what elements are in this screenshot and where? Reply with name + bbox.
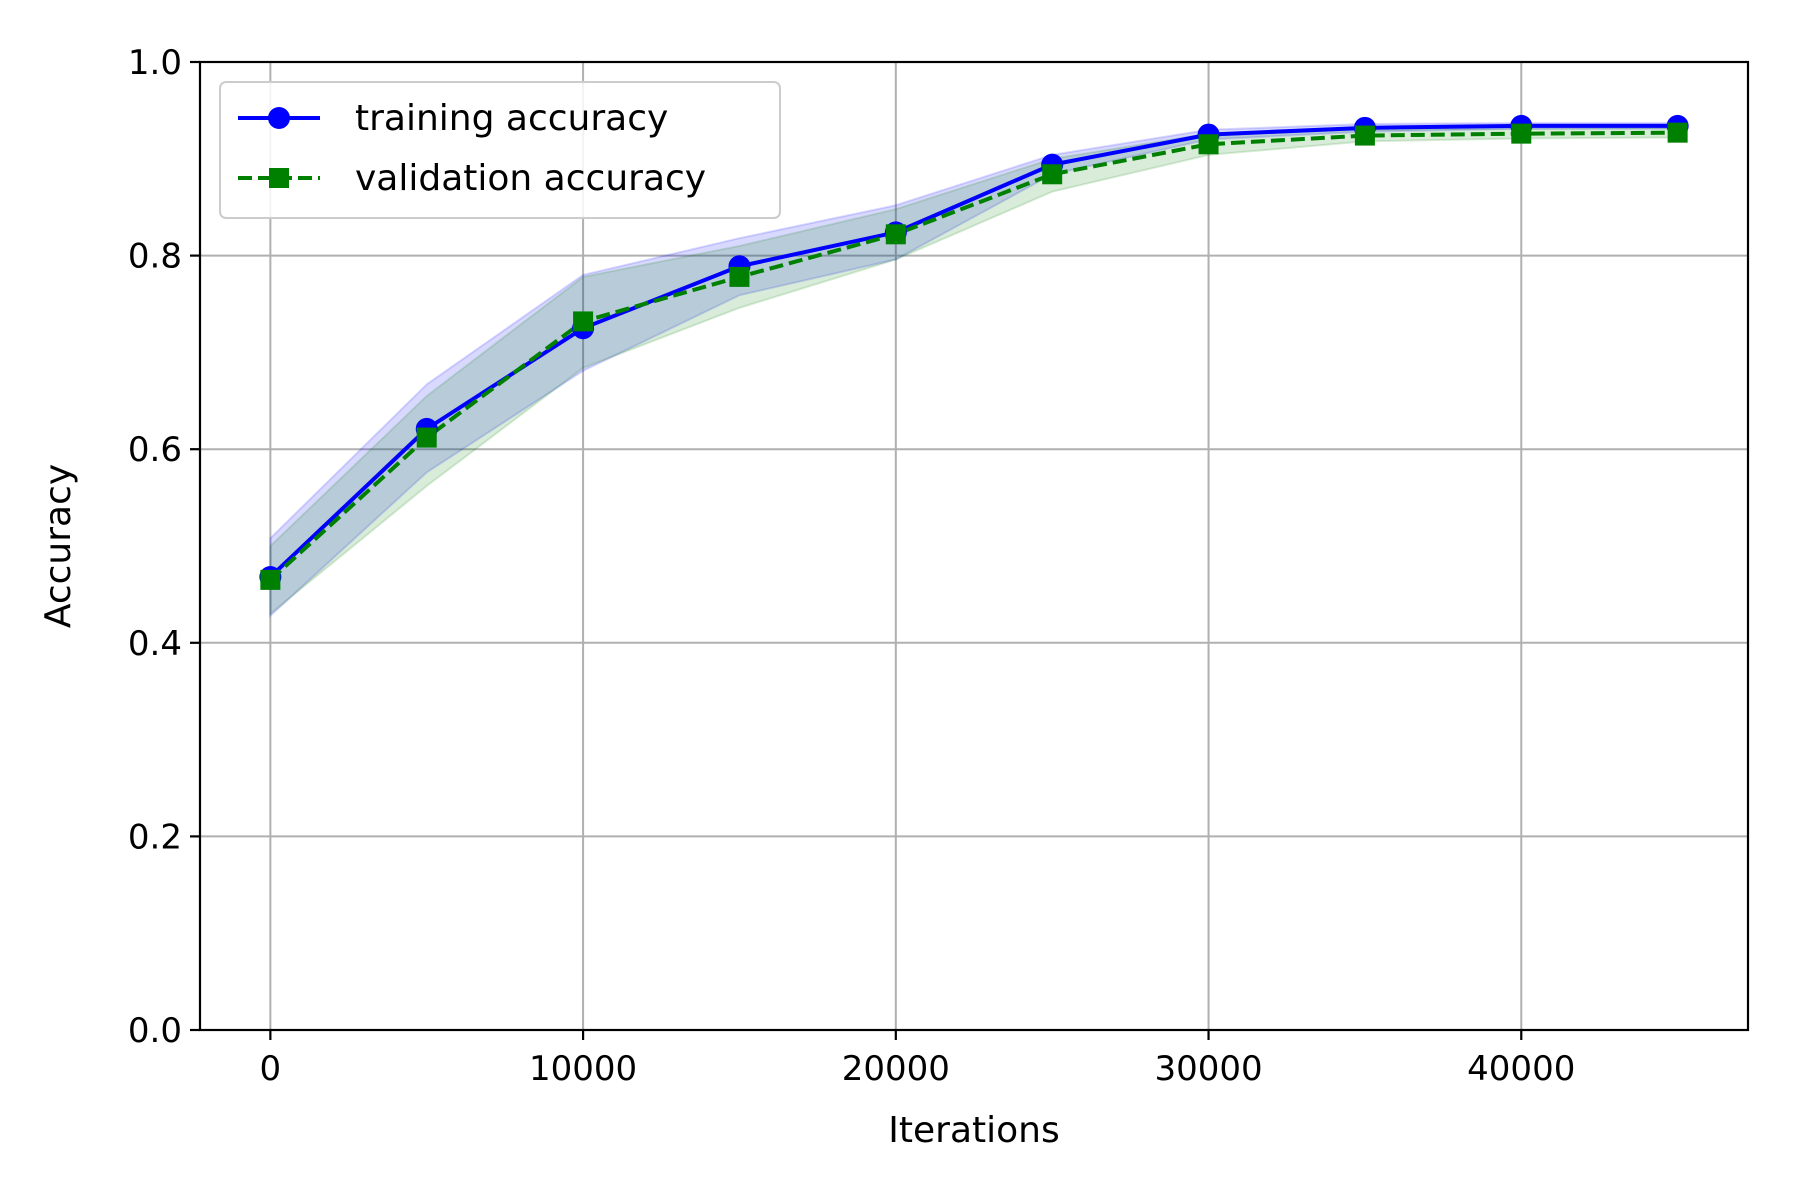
legend: training accuracy validation accuracy — [219, 81, 781, 219]
plot-frame — [198, 60, 1750, 1032]
x-tick-label: 40000 — [1467, 1049, 1575, 1089]
point-1-1 — [416, 427, 437, 448]
point-1-8 — [1511, 123, 1532, 144]
y-tick-label: 1.0 — [128, 43, 182, 83]
x-tick-label: 30000 — [1154, 1049, 1262, 1089]
y-tick-label: 0.2 — [128, 817, 182, 857]
x-tick-label: 20000 — [842, 1049, 950, 1089]
x-tick-label: 0 — [260, 1049, 282, 1089]
series-lines — [268, 123, 1678, 582]
legend-marker-1 — [269, 168, 289, 188]
y-tick-label: 0.4 — [128, 624, 182, 664]
point-1-9 — [1667, 122, 1688, 143]
x-axis-label: Iterations — [888, 1110, 1059, 1151]
point-1-0 — [260, 569, 281, 590]
legend-box — [219, 81, 781, 219]
x-tick-label: 10000 — [529, 1049, 637, 1089]
point-1-7 — [1354, 125, 1375, 146]
series-markers — [259, 114, 1689, 590]
series-line-1 — [269, 130, 1678, 582]
point-1-4 — [885, 224, 906, 245]
point-1-2 — [573, 311, 594, 332]
point-1-5 — [1042, 164, 1063, 185]
legend-marker-0 — [268, 107, 290, 129]
y-axis-label: Accuracy — [38, 464, 79, 628]
y-tick-label: 0.6 — [128, 430, 182, 470]
legend-label-0: training accuracy — [355, 98, 668, 139]
axis-ticks: 0 10000 20000 30000 40000 0.0 0.2 0.4 0.6 0.8 1.0 — [128, 43, 1575, 1089]
legend-label-1: validation accuracy — [355, 158, 706, 199]
y-tick-label: 0.8 — [128, 237, 182, 277]
point-1-3 — [729, 266, 750, 287]
point-1-6 — [1198, 134, 1219, 155]
y-tick-label: 0.0 — [128, 1011, 182, 1051]
